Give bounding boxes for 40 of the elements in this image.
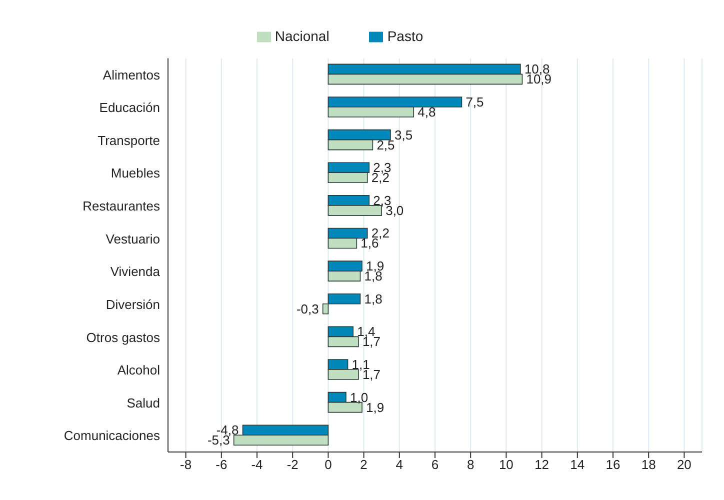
x-tick-label: 8: [466, 457, 474, 472]
data-label: -0,3: [296, 301, 319, 316]
data-label: 1,9: [366, 400, 384, 415]
x-tick-label: 12: [534, 457, 550, 472]
y-tick-label: Otros gastos: [86, 330, 160, 345]
y-tick-label: Vestuario: [106, 231, 160, 246]
data-label: 4,8: [418, 104, 436, 120]
data-label: 7,5: [466, 94, 484, 110]
x-tick-label: 0: [324, 457, 332, 472]
x-tick-label: 14: [570, 457, 585, 472]
y-tick-label: Salud: [126, 395, 160, 410]
data-label: 1,1: [352, 356, 370, 372]
data-label: 2,2: [371, 226, 390, 241]
x-tick-label: 18: [641, 457, 656, 472]
x-tick-label: 16: [606, 457, 620, 472]
y-tick-label: Educación: [99, 100, 160, 116]
y-tick-label: Alimentos: [102, 67, 160, 82]
x-tick-label: 20: [676, 457, 692, 472]
data-label: 1,8: [364, 291, 382, 306]
x-tick-label: -4: [251, 457, 263, 472]
legend-label: Pasto: [387, 28, 424, 44]
x-tick-label: -8: [180, 457, 192, 472]
legend-label: Nacional: [274, 28, 330, 44]
y-tick-label: Restaurantes: [82, 198, 160, 214]
x-tick-label: 10: [498, 457, 514, 472]
data-label: 1,0: [350, 390, 368, 405]
x-tick-label: -6: [216, 457, 228, 472]
x-tick-label: 6: [431, 457, 439, 472]
y-tick-label: Transporte: [98, 132, 160, 148]
y-tick-label: Diversión: [106, 296, 160, 312]
data-label: 2,5: [376, 137, 395, 152]
y-tick-label: Alcohol: [117, 362, 160, 378]
y-tick-label: Muebles: [110, 166, 160, 181]
y-tick-label: Comunicaciones: [64, 428, 160, 444]
data-label: 3,5: [394, 127, 413, 142]
x-tick-label: 4: [396, 457, 404, 472]
y-tick-label: Vivienda: [110, 264, 161, 280]
x-tick-label: -2: [286, 457, 298, 472]
x-tick-label: 2: [360, 457, 368, 472]
data-label: 2,3: [373, 192, 392, 208]
